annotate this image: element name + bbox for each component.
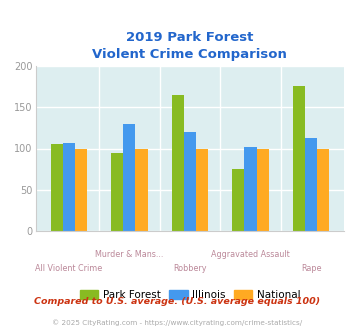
Bar	[172, 95, 184, 231]
Text: Aggravated Assault: Aggravated Assault	[211, 250, 290, 259]
Text: Rape: Rape	[301, 264, 321, 273]
Legend: Park Forest, Illinois, National: Park Forest, Illinois, National	[76, 286, 304, 304]
Text: Murder & Mans...: Murder & Mans...	[95, 250, 164, 259]
Text: Robbery: Robbery	[173, 264, 207, 273]
Bar	[111, 153, 123, 231]
Bar	[75, 148, 87, 231]
Text: Compared to U.S. average. (U.S. average equals 100): Compared to U.S. average. (U.S. average …	[34, 297, 321, 307]
Bar	[293, 86, 305, 231]
Bar	[245, 147, 257, 231]
Bar	[51, 145, 63, 231]
Title: 2019 Park Forest
Violent Crime Comparison: 2019 Park Forest Violent Crime Compariso…	[93, 31, 287, 61]
Text: © 2025 CityRating.com - https://www.cityrating.com/crime-statistics/: © 2025 CityRating.com - https://www.city…	[53, 319, 302, 326]
Bar	[135, 148, 148, 231]
Text: All Violent Crime: All Violent Crime	[35, 264, 103, 273]
Bar	[317, 148, 329, 231]
Bar	[63, 143, 75, 231]
Bar	[305, 138, 317, 231]
Bar	[232, 169, 245, 231]
Bar	[257, 148, 269, 231]
Bar	[123, 124, 135, 231]
Bar	[184, 132, 196, 231]
Bar	[196, 148, 208, 231]
